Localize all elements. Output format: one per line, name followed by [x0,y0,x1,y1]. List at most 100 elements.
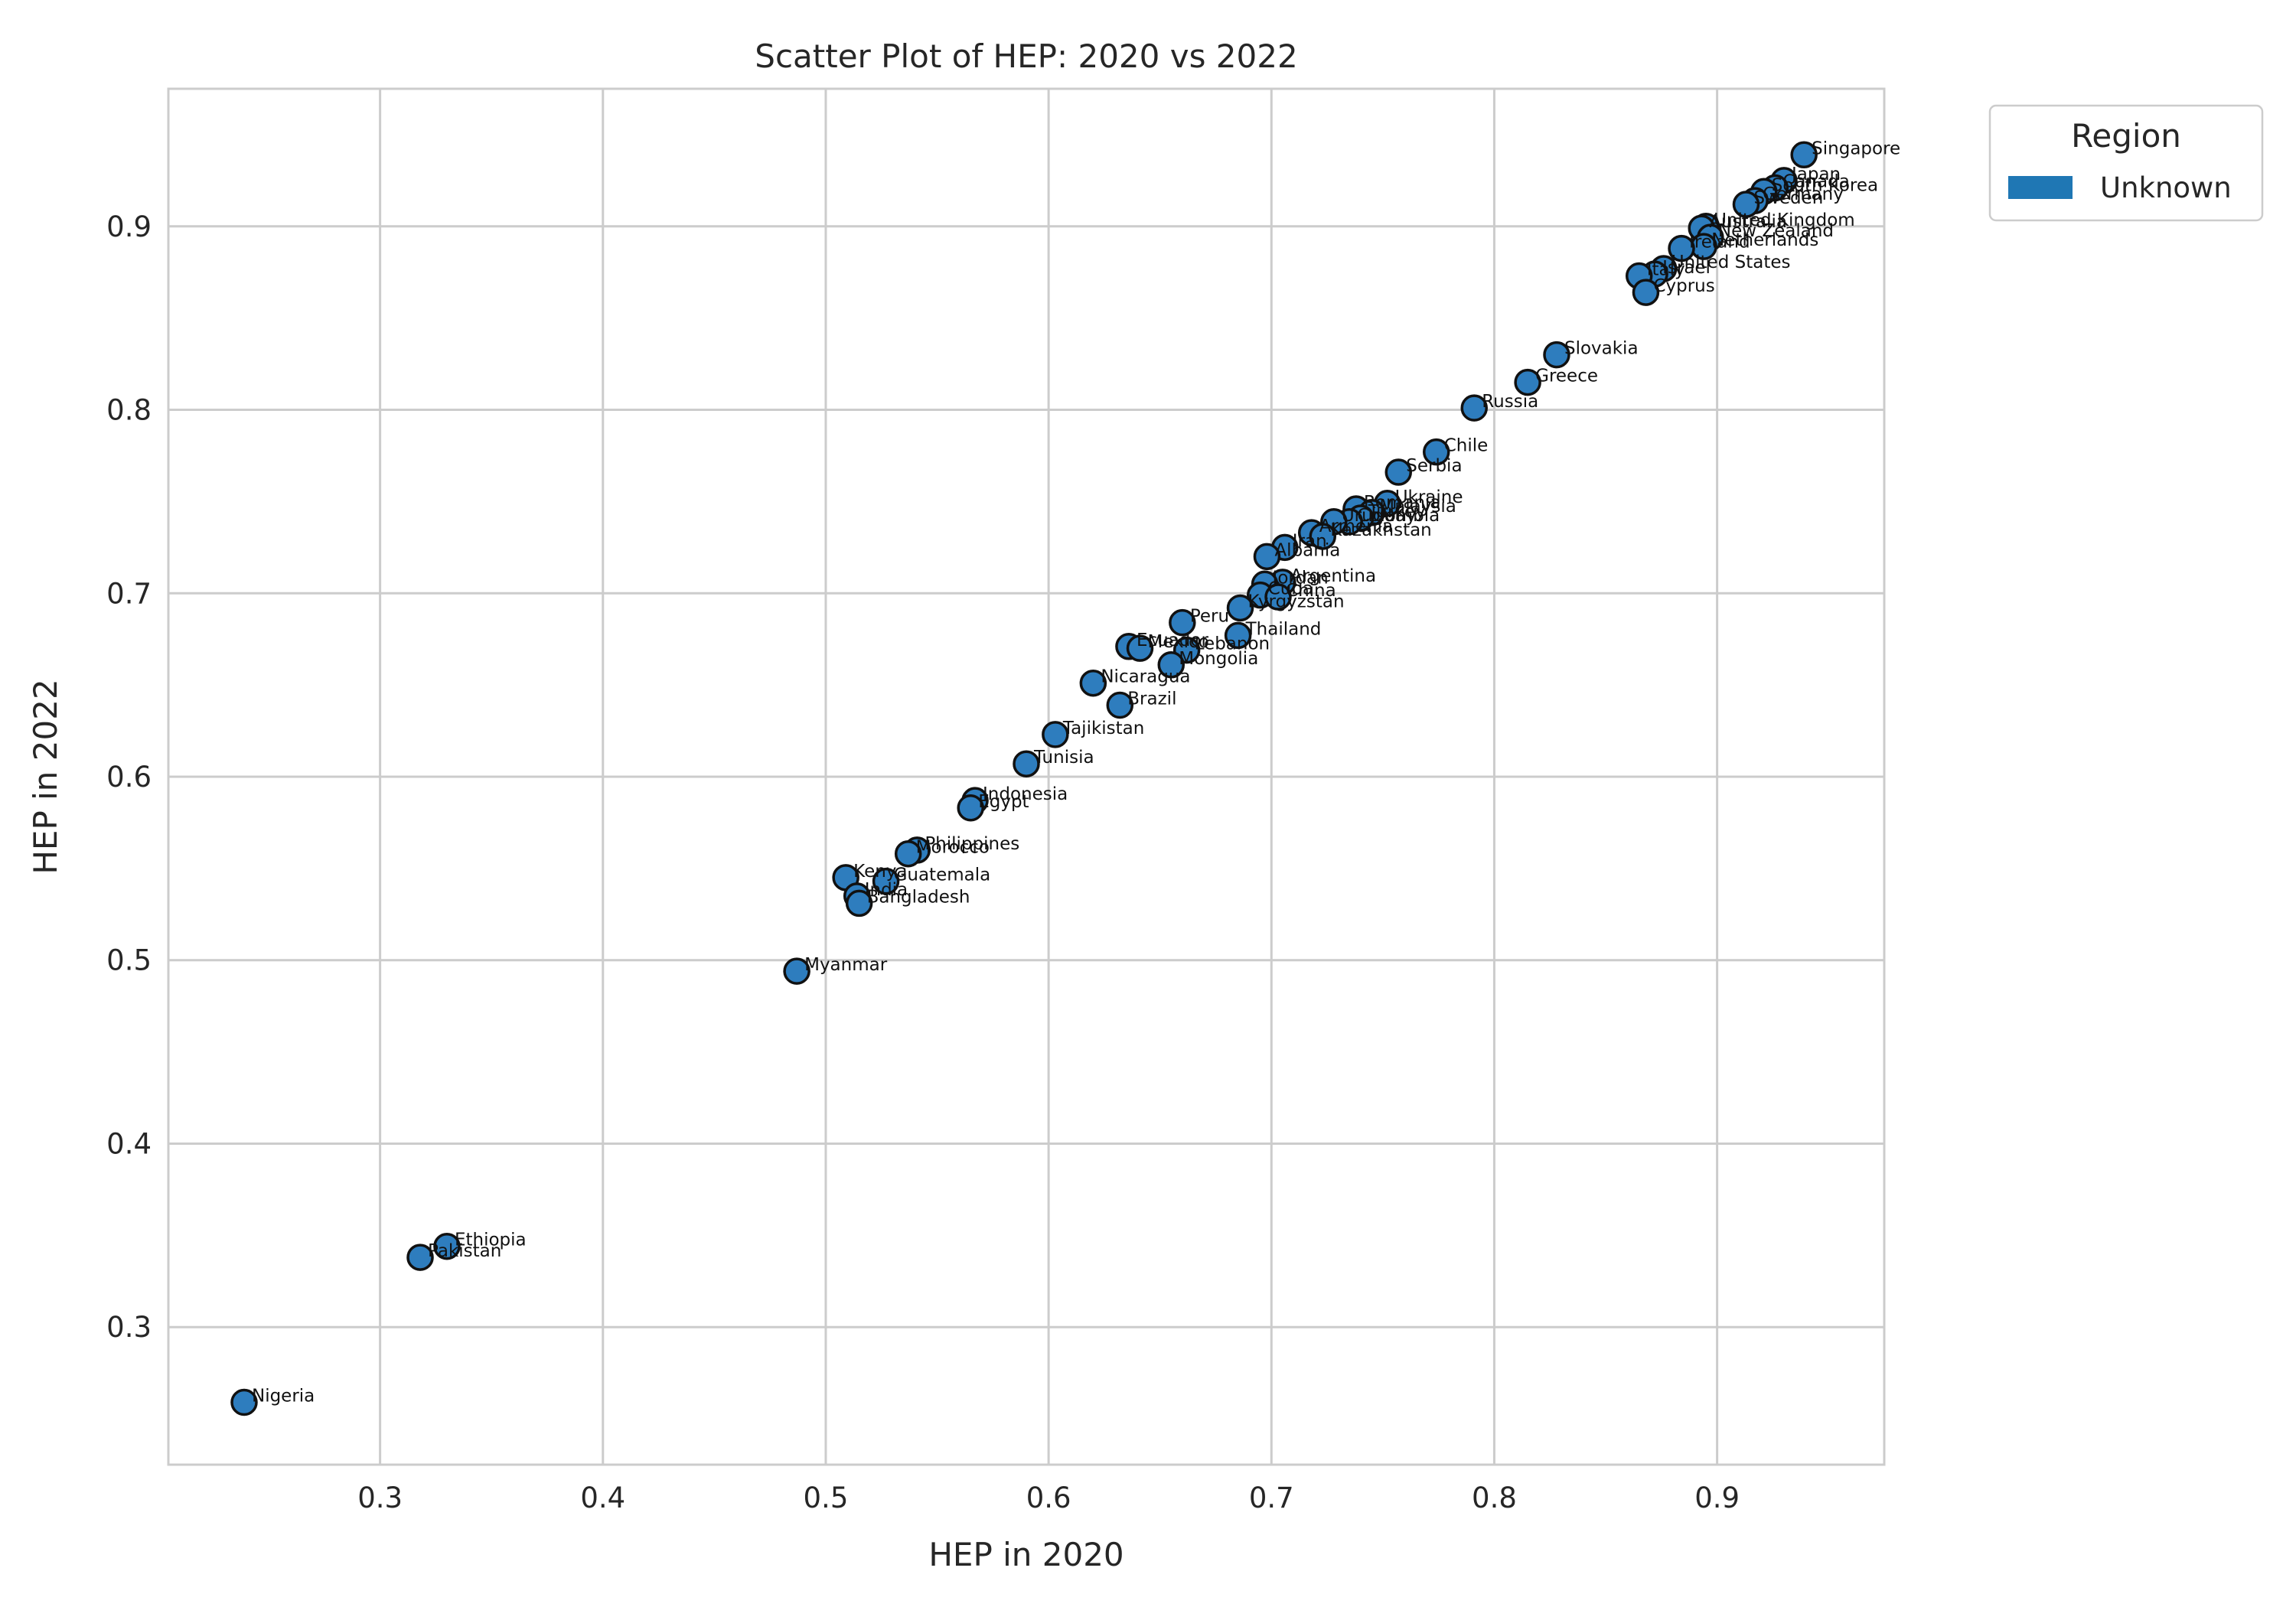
legend-entry-unknown: Unknown [2100,171,2232,204]
data-point [1013,750,1040,777]
point-label: Singapore [1812,139,1900,158]
point-label: Greece [1535,367,1598,386]
x-tick-label: 0.5 [804,1482,849,1514]
point-label: Peru [1190,607,1229,627]
point-label: Italy [1647,260,1685,280]
data-points [230,141,1818,1416]
data-point [1384,458,1413,486]
point-label: Romania [1364,493,1441,513]
point-label: South Korea [1772,175,1878,195]
point-label: Brazil [1127,689,1176,709]
x-tick-label: 0.3 [357,1482,403,1514]
point-label: Netherlands [1711,230,1818,250]
data-point [406,1244,434,1271]
x-tick-label: 0.9 [1694,1482,1740,1514]
y-tick-label: 0.8 [106,394,152,427]
point-label: Japan [1790,165,1841,184]
data-point [1543,341,1570,369]
point-label: Argentina [1290,566,1376,586]
point-label: Bangladesh [867,887,970,907]
point-label: Germany [1763,184,1844,204]
data-point [1106,691,1134,719]
data-point [1079,669,1107,697]
point-label: Ukraine [1395,487,1463,507]
data-point [1169,608,1196,637]
point-label: Tunisia [1033,748,1094,768]
plot-frame [167,87,1886,1466]
point-label: Nicaragua [1101,667,1190,687]
data-point [783,957,810,985]
data-point [1423,438,1450,466]
data-point [894,839,922,868]
data-point [845,889,873,918]
data-point [1264,583,1292,611]
point-label: Pakistan [428,1241,501,1261]
point-label: Uruguay [1342,506,1417,526]
point-label: Albania [1274,540,1340,560]
point-label: Russia [1482,392,1538,412]
y-tick-label: 0.7 [106,577,152,610]
point-label: Canada [1782,171,1850,191]
point-label: Ireland [1689,233,1750,253]
point-label: Ecuador [1137,631,1209,650]
point-label: United States [1671,253,1791,272]
data-point [872,867,900,895]
point-label: Kyrgyzstan [1248,592,1345,611]
point-label: Indonesia [983,784,1068,804]
legend: Region Unknown [1988,104,2264,222]
legend-patch-unknown [2008,176,2073,199]
y-tick-label: 0.6 [106,761,152,794]
data-point [1224,621,1252,650]
legend-title: Region [2071,117,2181,155]
x-tick-label: 0.6 [1026,1482,1071,1514]
point-label: Iran [1293,531,1327,551]
chart-title: Scatter Plot of HEP: 2020 vs 2022 [755,37,1297,75]
data-point [1253,543,1281,571]
y-tick-label: 0.5 [106,944,152,977]
point-label: Myanmar [804,955,888,975]
data-point [957,794,984,822]
data-point [1668,234,1695,262]
data-point [433,1232,461,1260]
point-label: Egypt [978,792,1029,812]
point-label: Mexico [1147,632,1208,652]
data-point [1126,634,1154,662]
x-tick-label: 0.8 [1472,1482,1517,1514]
data-point [1790,141,1818,169]
point-label: Mongolia [1179,649,1258,669]
point-label: Malaysia [1379,497,1456,517]
point-label: Chile [1444,436,1489,456]
point-label: Nigeria [252,1386,315,1406]
data-point [1460,394,1488,422]
point-label: Israel [1662,258,1711,278]
y-tick-label: 0.4 [106,1127,152,1160]
point-label: Jordan [1271,568,1329,588]
point-label: Tajikistan [1062,719,1145,738]
point-label: Colombia [1357,506,1440,526]
x-axis-ticks: 0.3 0.4 0.5 0.6 0.7 0.8 0.9 [357,1482,1740,1514]
point-label: New Zealand [1718,221,1834,241]
point-label: United Kingdom [1714,210,1855,230]
point-label: Thailand [1245,619,1322,639]
y-tick-label: 0.9 [106,210,152,243]
point-label: India [865,880,908,900]
data-point [1732,191,1760,218]
data-point [1514,368,1541,396]
point-label: Armenia [1319,517,1393,536]
x-tick-label: 0.7 [1249,1482,1294,1514]
point-label: Australia [1709,212,1787,232]
y-axis-label: HEP in 2022 [27,679,64,874]
data-point [1309,523,1337,550]
grid [168,89,1884,1465]
point-label: China [1286,581,1336,601]
x-tick-label: 0.4 [580,1482,625,1514]
point-label: Cyprus [1653,276,1714,296]
data-point [1042,721,1069,748]
point-label: Serbia [1406,456,1462,476]
y-axis-ticks: 0.3 0.4 0.5 0.6 0.7 0.8 0.9 [106,210,152,1344]
point-label: Lebanon [1195,634,1270,654]
point-label: Kenya [853,862,907,882]
point-label: Morocco [916,838,990,858]
